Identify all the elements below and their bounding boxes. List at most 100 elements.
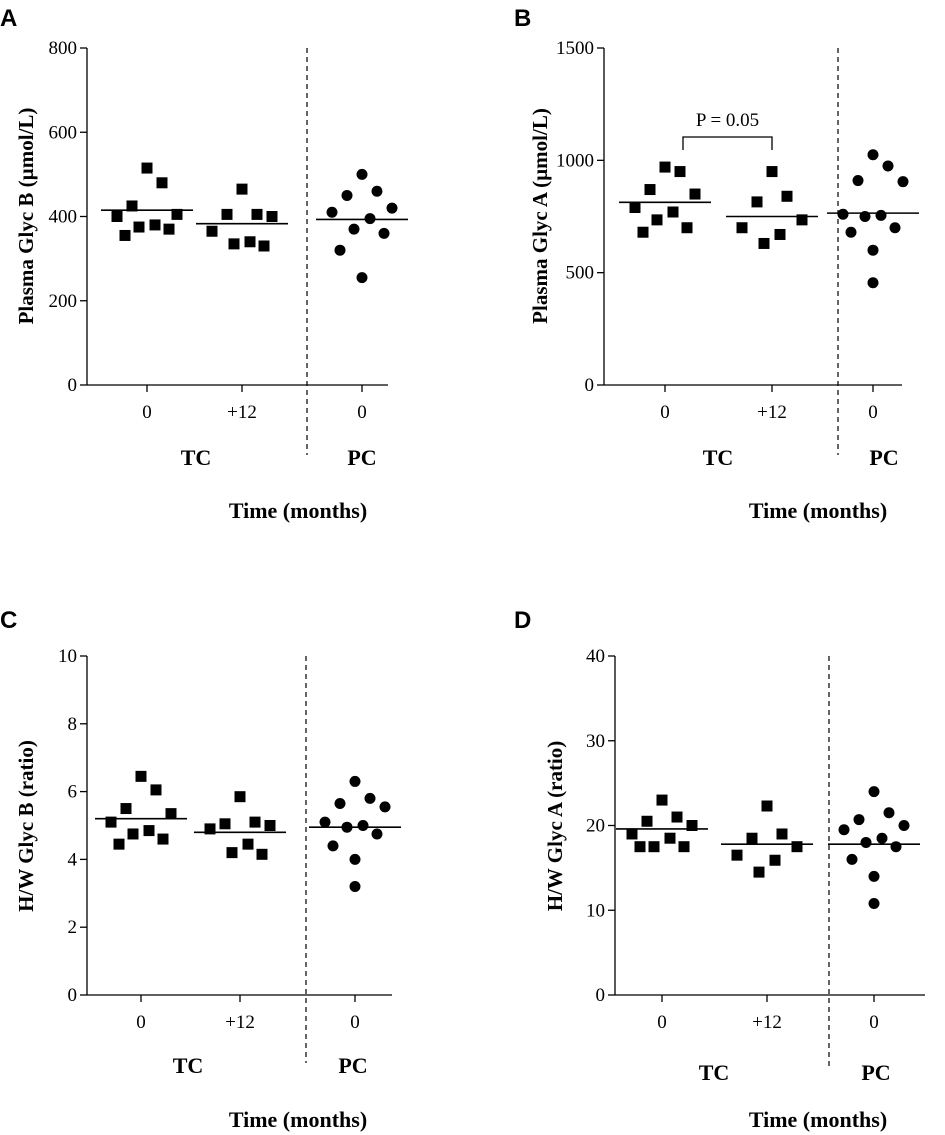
data-point-square [266,211,278,222]
data-point-circle [349,853,361,865]
x-tick-label: 0 [357,402,367,423]
x-axis-title: Time (months) [749,498,887,523]
data-point-square [149,219,161,231]
data-point-square [659,161,671,173]
data-point-circle [327,840,339,852]
data-point-square [629,202,641,214]
data-point-square [678,841,690,853]
y-tick-label: 10 [586,900,605,921]
y-tick-label: 200 [49,291,78,312]
data-point-circle [341,189,353,201]
data-point-square [689,188,701,200]
data-point-circle [882,160,894,172]
group-label-pc: PC [338,1053,367,1078]
x-tick-label: +12 [752,1012,782,1033]
data-point-square [753,866,765,878]
data-point-circle [845,226,857,238]
group-label-tc: TC [699,1060,730,1085]
data-point-circle [378,227,390,239]
data-point-square [143,825,155,837]
data-point-square [766,166,778,178]
data-point-square [637,226,649,238]
data-point-square [681,222,693,234]
y-tick-label: 1500 [556,38,594,59]
data-point-circle [334,244,346,256]
y-tick-label: 600 [49,122,78,143]
group-label-pc: PC [869,445,898,470]
data-point-square [141,162,153,174]
data-point-square [736,222,748,234]
data-point-circle [386,202,398,214]
data-point-square [667,206,679,218]
y-tick-label: 8 [68,714,78,735]
x-tick-label: 0 [657,1012,667,1033]
data-point-circle [852,175,864,187]
y-tick-label: 0 [585,375,595,396]
y-axis-title: Plasma Glyc A (µmol/L) [528,108,552,324]
data-point-square [251,208,263,220]
data-point-square [236,183,248,195]
data-point-square [228,238,240,250]
data-point-circle [356,272,368,284]
panel-c: C 0 2 4 6 8 10 0 +12 0 TC PC Time (months) H/W Glyc B… [0,607,401,1132]
data-point-square [781,190,793,202]
data-point-circle [837,208,849,220]
panel-a: A 0 200 400 600 800 0 +12 0 TC PC Time (months) Plas… [0,5,408,523]
data-point-square [656,794,668,806]
data-point-square [242,838,254,850]
panel-letter: C [0,607,17,634]
data-point-square [264,820,276,831]
data-point-square [221,208,233,220]
data-point-circle [867,149,879,161]
x-tick-label: +12 [757,402,787,423]
data-point-circle [868,897,880,909]
data-point-circle [371,185,383,197]
data-point-circle [364,792,376,804]
data-point-square [126,200,138,212]
data-point-square [111,211,123,222]
data-point-square [671,811,683,823]
y-tick-label: 0 [596,985,606,1006]
data-point-circle [364,213,376,225]
y-axis-title: H/W Glyc A (ratio) [543,741,567,912]
data-point-square [258,240,270,252]
data-point-circle [860,836,872,848]
y-axis-title: Plasma Glyc B (µmol/L) [14,108,38,325]
data-point-square [206,225,218,237]
data-point-circle [846,853,858,865]
group-label-pc: PC [347,445,376,470]
data-point-circle [838,824,850,836]
data-point-circle [319,816,331,828]
y-tick-label: 2 [68,917,78,938]
data-point-square [731,849,743,861]
data-point-square [219,818,231,830]
y-tick-label: 0 [68,985,78,1006]
data-point-square [204,823,216,835]
data-point-circle [349,775,361,787]
data-point-circle [883,807,895,819]
data-point-circle [889,222,901,234]
data-point-square [113,838,125,850]
data-point-square [758,237,770,249]
data-point-square [133,221,145,233]
y-tick-label: 500 [566,263,595,284]
data-point-circle [349,881,361,893]
y-tick-label: 6 [68,782,78,803]
x-tick-label: 0 [869,1012,879,1033]
data-point-square [769,854,781,866]
data-point-circle [868,870,880,882]
y-tick-label: 800 [49,38,78,59]
data-point-circle [868,786,880,798]
significance-bracket [682,136,773,150]
x-tick-label: +12 [227,402,257,423]
data-point-square [135,770,147,782]
data-point-square [156,177,168,189]
data-point-square [120,803,132,815]
data-point-square [634,841,646,853]
data-point-square [249,816,261,828]
data-point-square [641,815,653,827]
data-point-circle [890,841,902,853]
data-point-square [256,848,268,860]
data-point-circle [334,797,346,809]
data-point-circle [867,244,879,256]
